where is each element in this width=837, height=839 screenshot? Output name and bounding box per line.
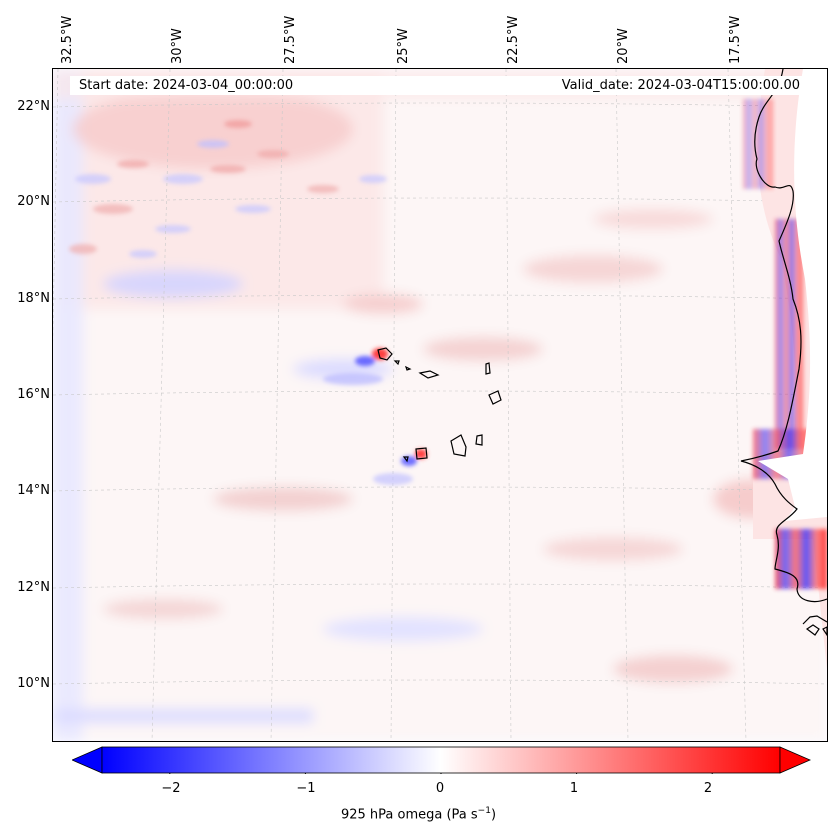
colorbar-tick-neg2: −2 xyxy=(161,781,181,796)
island-signals xyxy=(323,348,427,485)
lat-tick-16n: 16°N xyxy=(17,387,50,402)
graticule xyxy=(53,69,827,741)
island-santa-luzia xyxy=(404,365,412,371)
colorbar-min-extend xyxy=(72,746,103,774)
lat-tick-12n: 12°N xyxy=(17,580,50,595)
island-santo-antao xyxy=(377,347,393,361)
start-date-label: Start date: 2024-03-04_00:00:00 xyxy=(79,78,294,93)
colorbar-tick-0: 0 xyxy=(435,781,445,796)
lat-tick-10n: 10°N xyxy=(17,676,50,691)
island-sao-nicolau xyxy=(418,370,440,379)
map-info-bar: Start date: 2024-03-04_00:00:00 Valid_da… xyxy=(70,76,810,95)
island-sal xyxy=(485,362,491,375)
lon-tick-27-5w: 27.5°W xyxy=(283,15,298,64)
lat-tick-20n: 20°N xyxy=(17,194,50,209)
colorbar-tick-2: 2 xyxy=(703,781,713,796)
lat-tick-18n: 18°N xyxy=(17,291,50,306)
island-brava xyxy=(402,456,409,463)
wave-texture xyxy=(69,120,387,258)
lat-tick-14n: 14°N xyxy=(17,483,50,498)
omega-field xyxy=(53,69,827,741)
valid-date-label: Valid_date: 2024-03-04T15:00:00.00 xyxy=(561,78,800,93)
island-boa-vista xyxy=(488,390,502,405)
lon-tick-25w: 25°W xyxy=(396,28,411,64)
african-coastline xyxy=(740,69,827,637)
island-sao-vicente xyxy=(393,360,400,366)
lon-tick-20w: 20°W xyxy=(616,28,631,64)
map-panel xyxy=(52,68,828,742)
island-fogo xyxy=(415,447,428,460)
colorbar-tick-neg1: −1 xyxy=(296,781,316,796)
colorbar xyxy=(72,746,812,774)
lat-tick-22n: 22°N xyxy=(17,99,50,114)
colorbar-max-extend xyxy=(779,746,812,774)
colorbar-gradient xyxy=(101,746,781,774)
colorbar-tick-1: 1 xyxy=(569,781,579,796)
lon-tick-30w: 30°W xyxy=(170,28,185,64)
cape-verde-islands xyxy=(377,347,502,463)
colorbar-label: 925 hPa omega (Pa s−1) xyxy=(340,806,497,823)
lon-tick-22-5w: 22.5°W xyxy=(506,15,521,64)
lon-tick-17-5w: 17.5°W xyxy=(728,15,743,64)
island-maio xyxy=(475,434,483,446)
field-blobs xyxy=(53,69,827,741)
island-santiago xyxy=(450,434,467,457)
lon-tick-32-5w: 32.5°W xyxy=(60,15,75,64)
